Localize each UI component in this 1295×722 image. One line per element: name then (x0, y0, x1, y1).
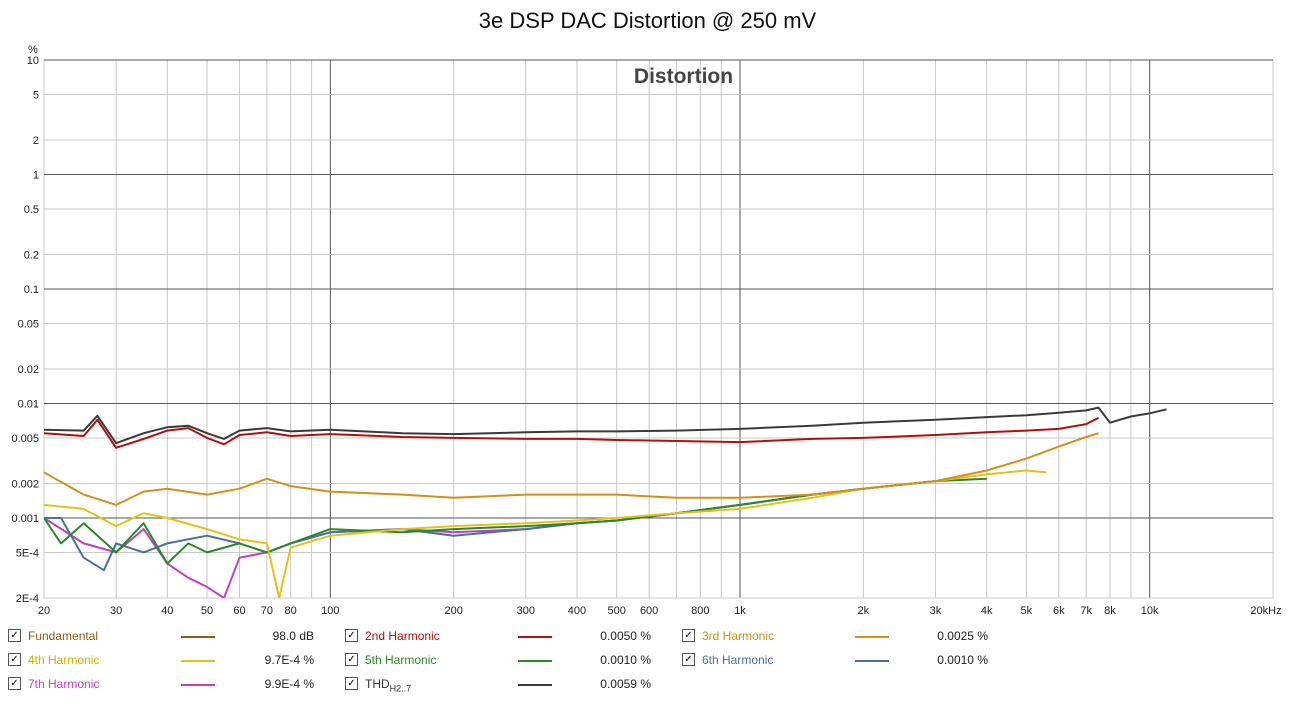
legend-value: 0.0025 % (937, 629, 988, 643)
legend-item: ✓ 6th Harmonic 0.0010 % (682, 648, 1002, 670)
y-tick-label: 0.05 (18, 318, 39, 330)
x-tick-label: 1k (734, 605, 746, 617)
legend-swatch (518, 684, 552, 686)
legend-checkbox[interactable]: ✓ (682, 653, 695, 666)
x-tick-label: 10k (1141, 605, 1159, 617)
legend: ✓ Fundamental 98.0 dB ✓ 2nd Harmonic 0.0050 %… (0, 622, 1295, 722)
legend-label-text: 4th Harmonic (28, 653, 100, 667)
legend-item: ✓ 3rd Harmonic 0.0025 % (682, 624, 1002, 646)
legend-value: 9.9E-4 % (264, 677, 314, 691)
x-tick-label: 70 (261, 605, 273, 617)
x-tick-label: 500 (608, 605, 626, 617)
legend-checkbox[interactable]: ✓ (345, 629, 358, 642)
legend-label-text: 3rd Harmonic (702, 629, 775, 643)
legend-label: 2nd Harmonic (365, 629, 440, 643)
legend-swatch (855, 636, 889, 638)
legend-item: ✓ 5th Harmonic 0.0010 % (345, 648, 665, 670)
y-tick-label: 5E-4 (16, 547, 39, 559)
x-tick-label: 4k (981, 605, 993, 617)
x-tick-label: 2k (858, 605, 870, 617)
chart-title: 3e DSP DAC Distortion @ 250 mV (478, 8, 817, 33)
legend-label: THDH2..7 (365, 677, 411, 693)
legend-label: Fundamental (28, 629, 98, 643)
legend-checkbox[interactable]: ✓ (345, 653, 358, 666)
legend-swatch (518, 636, 552, 638)
series-line-thd (44, 406, 1167, 445)
legend-label-subscript: H2..7 (389, 683, 412, 694)
x-tick-label: 40 (161, 605, 173, 617)
legend-label-text: THD (365, 677, 390, 691)
legend-value: 0.0010 % (937, 653, 988, 667)
legend-item: ✓ Fundamental 98.0 dB (8, 624, 328, 646)
x-tick-label: 80 (285, 605, 297, 617)
legend-item: ✓ 2nd Harmonic 0.0050 % (345, 624, 665, 646)
x-tick-label: 100 (321, 605, 339, 617)
legend-checkbox[interactable]: ✓ (682, 629, 695, 642)
legend-label: 7th Harmonic (28, 677, 99, 691)
legend-value: 0.0010 % (600, 653, 651, 667)
legend-item: ✓ 4th Harmonic 9.7E-4 % (8, 648, 328, 670)
x-tick-label: 400 (568, 605, 586, 617)
y-tick-label: 10 (27, 55, 39, 67)
y-tick-label: 0.2 (24, 250, 39, 262)
x-tick-label: 300 (517, 605, 535, 617)
legend-value: 0.0050 % (600, 629, 651, 643)
series-line-3rd-harmonic (44, 432, 1099, 506)
legend-checkbox[interactable]: ✓ (8, 629, 21, 642)
plot-subtitle: Distortion (634, 65, 733, 88)
y-tick-label: 0.1 (24, 284, 39, 296)
legend-value: 9.7E-4 % (264, 653, 314, 667)
y-tick-label: 5 (33, 89, 39, 101)
y-tick-label: 2E-4 (16, 593, 39, 605)
x-tick-label: 50 (201, 605, 213, 617)
x-tick-label: 20 (38, 605, 50, 617)
y-tick-label: 0.002 (11, 479, 39, 491)
x-tick-label: 3k (930, 605, 942, 617)
x-tick-label: 8k (1104, 605, 1116, 617)
legend-swatch (855, 660, 889, 662)
y-tick-label: 0.02 (18, 364, 39, 376)
legend-label: 4th Harmonic (28, 653, 99, 667)
x-tick-label: 5k (1021, 605, 1033, 617)
legend-swatch (181, 636, 215, 638)
legend-label: 3rd Harmonic (702, 629, 774, 643)
y-tick-label: 0.005 (11, 433, 39, 445)
legend-item: ✓ 7th Harmonic 9.9E-4 % (8, 672, 328, 694)
legend-checkbox[interactable]: ✓ (8, 653, 21, 666)
legend-label: 5th Harmonic (365, 653, 436, 667)
legend-item: ✓ THDH2..7 0.0059 % (345, 672, 665, 694)
legend-swatch (181, 660, 215, 662)
series-line-2nd-harmonic (44, 416, 1099, 449)
y-tick-label: 0.001 (11, 513, 39, 525)
legend-label-text: 5th Harmonic (365, 653, 437, 667)
y-tick-label: 0.5 (24, 204, 39, 216)
legend-value: 0.0059 % (600, 677, 651, 691)
legend-label: 6th Harmonic (702, 653, 773, 667)
legend-label-text: 2nd Harmonic (365, 629, 440, 643)
y-axis-unit: % (28, 44, 38, 56)
legend-checkbox[interactable]: ✓ (8, 677, 21, 690)
plot-area (43, 59, 1274, 599)
legend-value: 98.0 dB (272, 629, 314, 643)
legend-label-text: 6th Harmonic (702, 653, 774, 667)
legend-label-text: Fundamental (28, 629, 99, 643)
x-tick-label: 200 (444, 605, 462, 617)
x-tick-label: 7k (1080, 605, 1092, 617)
distortion-plot[interactable]: Distortion%10 5 2 1 0.5 0.2 0.1 0.05 0.02 0.01 0.0… (0, 0, 1295, 622)
legend-swatch (518, 660, 552, 662)
legend-label-text: 7th Harmonic (28, 677, 100, 691)
x-tick-label: 20kHz (1250, 605, 1281, 617)
x-tick-label: 800 (691, 605, 709, 617)
series-line-5th-harmonic (44, 477, 987, 565)
y-tick-label: 2 (33, 135, 39, 147)
legend-checkbox[interactable]: ✓ (345, 677, 358, 690)
y-tick-label: 0.01 (18, 398, 39, 410)
x-tick-label: 6k (1053, 605, 1065, 617)
x-tick-label: 600 (640, 605, 658, 617)
y-tick-label: 1 (33, 169, 39, 181)
x-tick-label: 30 (110, 605, 122, 617)
legend-swatch (181, 684, 215, 686)
x-tick-label: 60 (233, 605, 245, 617)
